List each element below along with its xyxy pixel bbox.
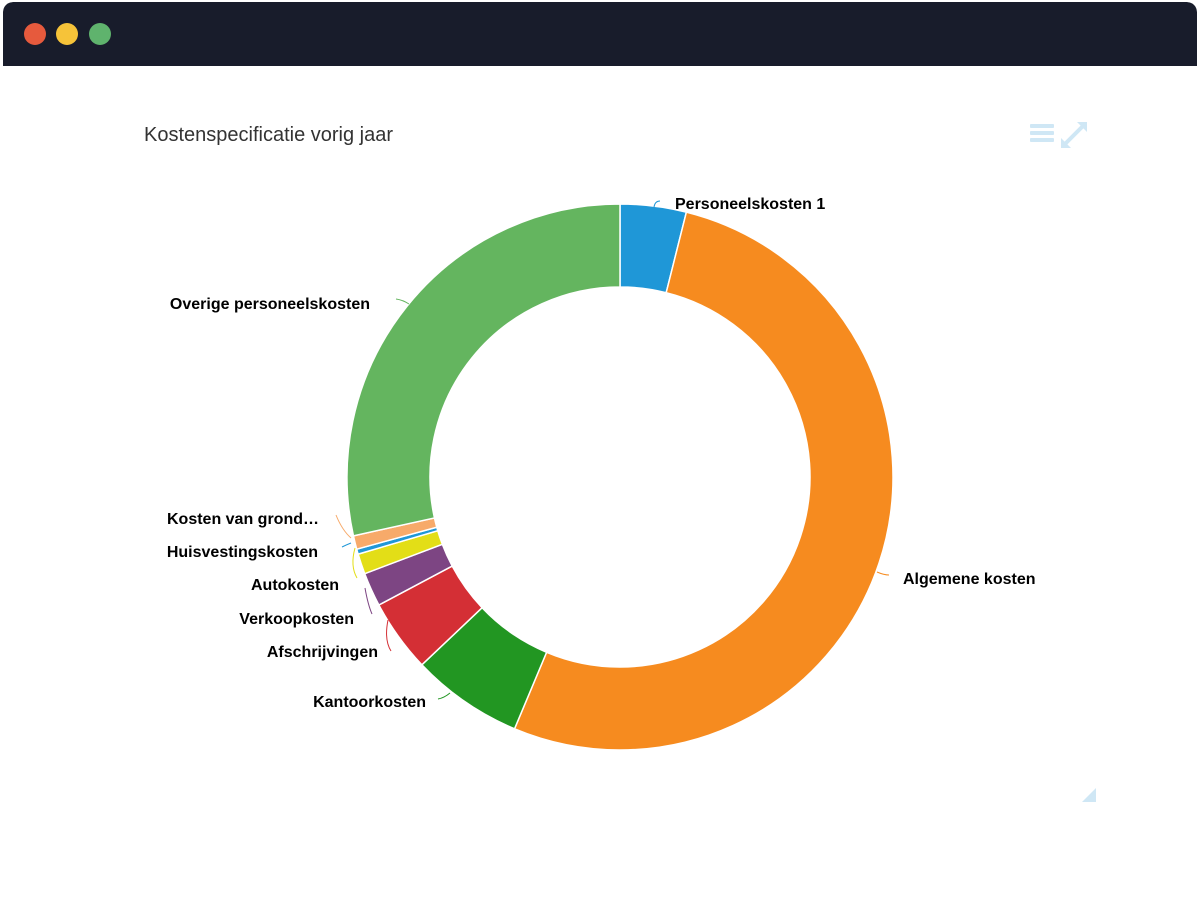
slice-8[interactable] [346,203,621,537]
minimize-button[interactable] [56,23,78,45]
connectors-group [335,200,890,700]
connector-0 [653,200,661,208]
slice-label-1: Algemene kosten [903,571,1035,588]
slice-label-7: Kosten van grond… [167,511,319,528]
connector-8 [395,298,410,305]
slice-label-2: Kantoorkosten [313,694,426,711]
slice-label-5: Autokosten [251,577,339,594]
slice-1[interactable] [513,211,894,751]
connector-7 [335,514,352,539]
resize-handle-icon[interactable] [1080,786,1096,802]
maximize-button[interactable] [89,23,111,45]
close-button[interactable] [24,23,46,45]
slice-label-0: Personeelskosten 1 [675,196,825,213]
chart-title: Kostenspecificatie vorig jaar [144,124,394,146]
slice-label-3: Afschrijvingen [267,644,378,661]
connector-2 [437,692,451,700]
slice-label-4: Verkoopkosten [239,611,354,628]
connector-4 [364,587,373,615]
menu-icon[interactable] [1030,122,1054,144]
connector-1 [876,571,890,576]
connector-3 [386,619,392,652]
labels-group: Personeelskosten 1 Algemene kosten Kantoor… [167,196,1036,711]
slices-group [346,203,894,751]
connector-5 [352,547,358,579]
expand-icon[interactable] [1061,122,1087,148]
connector-6 [341,542,352,548]
slice-label-8: Overige personeelskosten [170,296,370,313]
slice-label-6: Huisvestingskosten [167,544,318,561]
title-bar [3,2,1197,66]
